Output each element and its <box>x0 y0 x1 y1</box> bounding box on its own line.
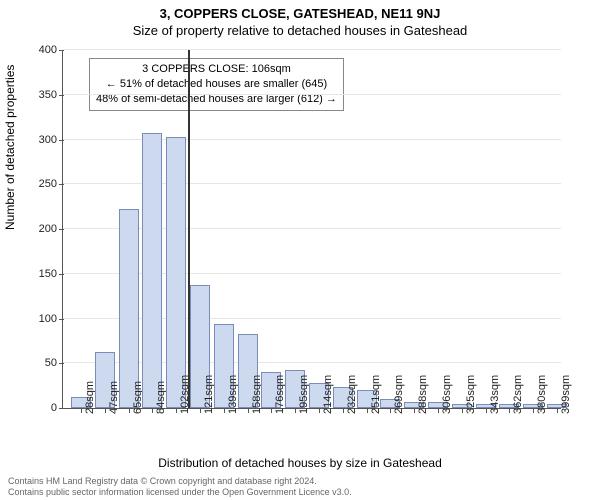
x-tick-mark <box>105 408 106 413</box>
x-tick-mark <box>81 408 82 413</box>
y-tick: 0 <box>51 402 63 414</box>
grid-line <box>63 49 561 50</box>
x-tick-mark <box>129 408 130 413</box>
x-tick-mark <box>152 408 153 413</box>
bar <box>166 137 186 408</box>
x-tick-mark <box>557 408 558 413</box>
x-tick: 325sqm <box>465 375 477 414</box>
x-tick-mark <box>414 408 415 413</box>
x-tick: 343sqm <box>489 375 501 414</box>
y-tick: 150 <box>39 268 63 280</box>
x-tick-mark <box>390 408 391 413</box>
y-tick: 300 <box>39 134 63 146</box>
x-tick-mark <box>509 408 510 413</box>
bar <box>119 209 139 408</box>
annotation-line: 3 COPPERS CLOSE: 106sqm <box>96 62 337 77</box>
x-tick-mark <box>462 408 463 413</box>
y-tick: 400 <box>39 44 63 56</box>
annotation-box: 3 COPPERS CLOSE: 106sqm ← 51% of detache… <box>89 58 344 111</box>
x-tick-mark <box>224 408 225 413</box>
x-tick-mark <box>367 408 368 413</box>
y-tick: 250 <box>39 178 63 190</box>
footer-line: Contains HM Land Registry data © Crown c… <box>8 476 352 487</box>
x-tick-mark <box>319 408 320 413</box>
grid-line <box>63 139 561 140</box>
x-tick-mark <box>343 408 344 413</box>
x-tick: 399sqm <box>560 375 572 414</box>
x-tick-mark <box>271 408 272 413</box>
x-tick: 306sqm <box>441 375 453 414</box>
x-axis-label: Distribution of detached houses by size … <box>0 456 600 470</box>
footer-line: Contains public sector information licen… <box>8 487 352 498</box>
footer-attribution: Contains HM Land Registry data © Crown c… <box>8 476 352 498</box>
chart-title: 3, COPPERS CLOSE, GATESHEAD, NE11 9NJ <box>0 0 600 21</box>
x-tick-mark <box>200 408 201 413</box>
y-tick: 200 <box>39 223 63 235</box>
bar <box>142 133 162 408</box>
plot-area: 3 COPPERS CLOSE: 106sqm ← 51% of detache… <box>62 50 561 409</box>
x-tick-mark <box>248 408 249 413</box>
y-tick: 350 <box>39 89 63 101</box>
chart-container: 3, COPPERS CLOSE, GATESHEAD, NE11 9NJ Si… <box>0 0 600 500</box>
x-tick: 251sqm <box>370 375 382 414</box>
y-axis-label: Number of detached properties <box>3 65 17 230</box>
grid-line <box>63 94 561 95</box>
y-tick: 100 <box>39 313 63 325</box>
grid-line <box>63 183 561 184</box>
x-tick: 269sqm <box>393 375 405 414</box>
x-tick: 380sqm <box>536 375 548 414</box>
x-tick: 288sqm <box>417 375 429 414</box>
y-tick: 50 <box>45 357 63 369</box>
x-tick-mark <box>486 408 487 413</box>
annotation-line: ← 51% of detached houses are smaller (64… <box>96 77 337 92</box>
marker-line <box>188 50 190 408</box>
x-tick-mark <box>438 408 439 413</box>
x-tick-mark <box>295 408 296 413</box>
chart-subtitle: Size of property relative to detached ho… <box>0 21 600 38</box>
x-tick-mark <box>176 408 177 413</box>
x-tick-mark <box>533 408 534 413</box>
x-tick: 362sqm <box>512 375 524 414</box>
